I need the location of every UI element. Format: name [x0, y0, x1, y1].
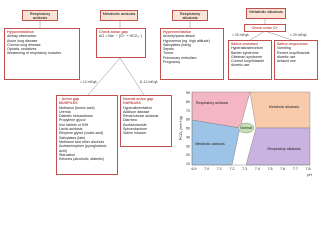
- hyperventilation-box: Hyperventilation Anxiety/panic attack Hypo…: [160, 28, 224, 80]
- x-tick-label: 7.1: [217, 167, 222, 171]
- hypoventilation-box: Hypoventilation Airway obstruction Acute l…: [4, 28, 80, 80]
- list-item: Bartter syndrome: [231, 50, 259, 55]
- x-tick-label: 7.0: [204, 167, 209, 171]
- list-item: Ketones (alcoholic, diabetic): [59, 157, 104, 162]
- x-tick-label: 6.9: [192, 167, 197, 171]
- title: Hyperventilation: [163, 30, 192, 34]
- y-tick-label: 80: [186, 100, 190, 104]
- y-tick-label: 40: [186, 135, 190, 139]
- x-axis-label: pH: [307, 173, 312, 177]
- title: Check urine Cl⁻: [251, 26, 279, 30]
- branch-label: < 20 mEq/L: [290, 33, 308, 37]
- high-ag-box: ↑ Anion gap MUDPILES Methanol (formic acid…: [56, 95, 118, 175]
- list-item: Gitelman syndrome: [231, 54, 263, 59]
- list-item: Starvation: [59, 152, 76, 157]
- y-tick-label: 70: [186, 109, 190, 113]
- y-axis-label: PCO₂ (mm Hg): [179, 116, 183, 140]
- header: Respiratory alkalosis: [172, 10, 208, 21]
- x-tick-label: 7.4: [255, 167, 260, 171]
- list-item: Recent loop/thiazide diuretic use: [277, 50, 310, 59]
- region-label: Metabolic alkalosis: [269, 105, 299, 109]
- y-tick-label: 90: [186, 91, 190, 95]
- anion-gap-box: Check anion gap AG = Na⁺ − (Cl⁻ + HCO₃⁻): [96, 28, 146, 58]
- header: Metabolic alkalosis: [246, 8, 286, 19]
- list-item: Salicylates (early): [163, 42, 192, 47]
- page: Respiratory acidosis Metabolic acidosis …: [4, 8, 318, 177]
- y-tick-label: 30: [186, 144, 190, 148]
- title: Saline-responsive: [277, 42, 308, 46]
- list-item: Diarrhea: [123, 118, 137, 123]
- urine-cl-box: Check urine Cl⁻: [244, 24, 286, 32]
- list-item: Sepsis: [163, 47, 174, 52]
- list-item: Saline infusion: [123, 131, 147, 136]
- branch-label: 8–12 mEq/L: [140, 80, 159, 84]
- y-tick-label: 10: [186, 162, 190, 166]
- connectors: [39, 19, 293, 96]
- x-tick-label: 7.7: [293, 167, 298, 171]
- list-item: Hypoxemia (eg, high altitude): [163, 38, 210, 43]
- normal-ag-box: Normal anion gap HARDASS Hyperalimentation…: [120, 95, 172, 147]
- formula: AG = Na⁺ − (Cl⁻ + HCO₃⁻): [99, 34, 143, 39]
- header: Respiratory acidosis: [22, 10, 58, 21]
- list-item: Vomiting: [277, 46, 291, 51]
- list-item: Uremia: [59, 109, 71, 114]
- x-tick-label: 7.5: [268, 167, 273, 171]
- list-item: Opioids, sedatives: [7, 47, 37, 52]
- list-item: Acute lung disease: [7, 38, 38, 43]
- list-item: Methanol (formic acid): [59, 105, 95, 110]
- y-tick-label: 60: [186, 118, 190, 122]
- list-item: Acetazolamide: [123, 122, 147, 127]
- list-item: Diabetic ketoacidosis: [59, 114, 93, 119]
- acid-base-graph: Respiratory acidosis Metabolic acidosis No…: [179, 91, 312, 177]
- branch-label: > 20 mEq/L: [232, 33, 250, 37]
- branch-label: > 12 mEq/L: [80, 80, 98, 84]
- list-item: Renal tubular acidosis: [123, 114, 159, 119]
- x-tick-label: 7.6: [280, 167, 285, 171]
- list-item: Spironolactone: [123, 127, 147, 132]
- list-item: Weakening of respiratory muscles: [7, 51, 62, 56]
- x-tick-label: 7.8: [306, 167, 311, 171]
- title: Check anion gap: [99, 30, 128, 34]
- list-item: Tumor: [163, 51, 174, 56]
- region-label: Respiratory acidosis: [196, 101, 229, 105]
- list-item: Methanol and other alcohols: [59, 139, 105, 144]
- list-item: Ethylene glycol (oxalic acid): [59, 131, 104, 136]
- x-tick-label: 7.3: [242, 167, 247, 171]
- list-item: Hyperaldosteronism: [231, 46, 263, 51]
- list-item: Airway obstruction: [7, 34, 37, 39]
- title: ↑ Anion gap: [59, 97, 80, 101]
- subtitle: MUDPILES: [59, 101, 78, 106]
- list-item: Salicylates (late): [59, 135, 86, 140]
- list-item: Chronic lung disease: [7, 42, 41, 47]
- subtitle: HARDASS: [123, 101, 141, 106]
- region-label: Normal: [240, 126, 252, 130]
- y-tick-label: 50: [186, 127, 190, 131]
- region-label: Respiratory alkalosis: [267, 147, 300, 151]
- list-item: Antacid use: [277, 59, 296, 64]
- list-item: Hyperalimentation: [123, 105, 152, 110]
- list-item: Propylene glycol: [59, 118, 86, 123]
- title: Hypoventilation: [7, 30, 34, 34]
- list-item: Current loop/thiazide diuretic use: [231, 59, 265, 68]
- saline-resistant-box: Saline-resistant Hyperaldosteronism Bartte…: [228, 40, 272, 80]
- x-tick-label: 7.2: [230, 167, 235, 171]
- title: Saline-resistant: [231, 42, 258, 46]
- header: Metabolic acidosis: [100, 10, 138, 21]
- region-label: Metabolic acidosis: [195, 142, 225, 146]
- title: Normal anion gap: [123, 97, 154, 101]
- list-item: Pregnancy: [163, 60, 181, 65]
- list-item: Anxiety/panic attack: [163, 34, 195, 39]
- list-item: Iron tablets or INH: [59, 122, 89, 127]
- saline-responsive-box: Saline-responsive Vomiting Recent loop/thi…: [274, 40, 318, 80]
- list-item: Pulmonary embolism: [163, 55, 197, 60]
- list-item: Acetaminophen (pyroglutamic acid): [59, 144, 107, 153]
- list-item: Addison disease: [123, 109, 150, 114]
- list-item: Lactic acidosis: [59, 127, 83, 132]
- y-tick-label: 20: [186, 153, 190, 157]
